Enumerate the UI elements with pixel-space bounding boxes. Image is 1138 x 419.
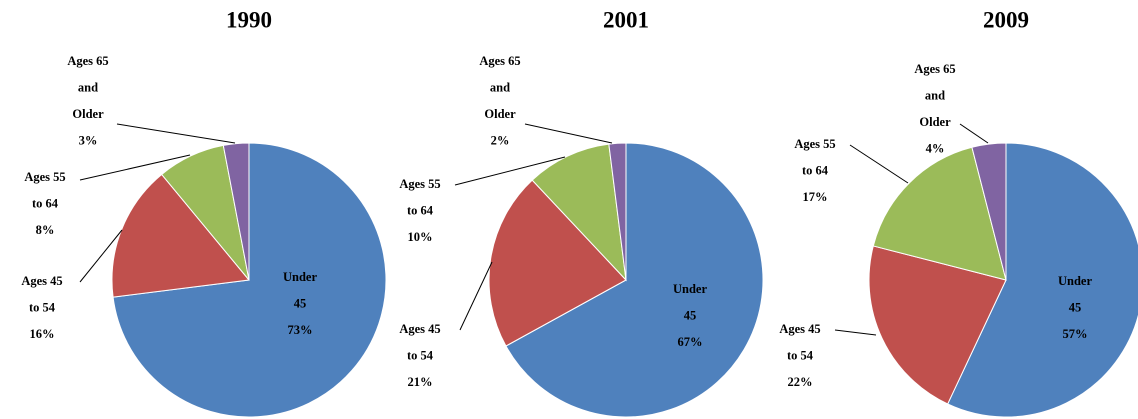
leader-line	[79, 229, 123, 283]
value-label: 8%	[36, 223, 55, 237]
leader-line	[79, 154, 191, 181]
slice-label: Ages 65 and Older 2%	[479, 54, 520, 148]
pie-slice	[505, 142, 764, 418]
category-label: Ages 65 and Older	[914, 62, 955, 129]
leader-line	[459, 261, 493, 331]
pie-slice	[608, 142, 627, 281]
value-label: 4%	[926, 141, 945, 155]
pie-slice	[111, 173, 250, 298]
leader-line	[116, 123, 236, 144]
pie-slice	[947, 142, 1138, 418]
slice-label: Ages 55 to 64 8%	[24, 170, 65, 237]
slice-label: Ages 45 to 54 16%	[21, 274, 62, 341]
value-label: 17%	[803, 190, 828, 204]
chart-title: 1990	[226, 7, 272, 32]
category-label: Ages 55 to 64	[399, 177, 440, 218]
slice-label: Ages 45 to 54 21%	[399, 322, 440, 389]
pie-slice	[222, 142, 250, 281]
slice-label: Under 45 67%	[673, 282, 707, 349]
chart-title: 2001	[603, 7, 649, 32]
value-label: 21%	[408, 375, 433, 389]
leader-line	[834, 329, 877, 336]
slice-label: Ages 45 to 54 22%	[779, 322, 820, 389]
leader-line	[454, 156, 566, 186]
category-label: Ages 55 to 64	[794, 137, 835, 178]
category-label: Under 45	[1058, 274, 1092, 315]
category-label: Ages 45 to 54	[21, 274, 62, 315]
value-label: 22%	[788, 375, 813, 389]
slice-label: Under 45 73%	[283, 270, 317, 337]
category-label: Ages 45 to 54	[779, 322, 820, 363]
slice-label: Under 45 57%	[1058, 274, 1092, 341]
leader-line	[959, 123, 989, 144]
pie-slice	[971, 142, 1007, 281]
category-label: Ages 65 and Older	[67, 54, 108, 121]
category-label: Under 45	[673, 282, 707, 323]
value-label: 10%	[408, 230, 433, 244]
value-label: 67%	[678, 335, 703, 349]
pie-slice	[872, 146, 1007, 281]
chart-title: 2009	[983, 7, 1029, 32]
value-label: 73%	[288, 323, 313, 337]
leader-line	[524, 123, 613, 144]
category-label: Ages 65 and Older	[479, 54, 520, 121]
value-label: 3%	[79, 133, 98, 147]
slice-label: Ages 65 and Older 4%	[914, 62, 955, 156]
category-label: Ages 55 to 64	[24, 170, 65, 211]
slice-label: Ages 55 to 64 17%	[794, 137, 835, 204]
leader-line	[849, 144, 909, 184]
pie-slice	[868, 245, 1007, 405]
value-label: 57%	[1063, 327, 1088, 341]
pie-slice	[531, 143, 627, 282]
slice-label: Ages 65 and Older 3%	[67, 54, 108, 148]
category-label: Ages 45 to 54	[399, 322, 440, 363]
value-label: 2%	[491, 133, 510, 147]
slice-label: Ages 55 to 64 10%	[399, 177, 440, 244]
value-label: 16%	[30, 327, 55, 341]
category-label: Under 45	[283, 270, 317, 311]
pie-slice	[488, 179, 627, 347]
